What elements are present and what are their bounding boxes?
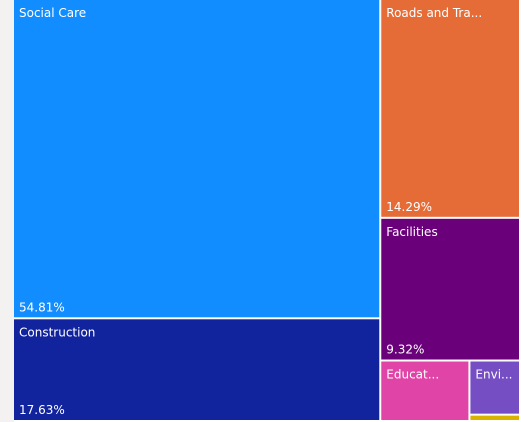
tile-label: Social Care: [19, 6, 86, 20]
tile-label: Facilities: [386, 225, 437, 239]
tile-label: Construction: [19, 325, 95, 339]
tile: [381, 361, 469, 420]
tile: [14, 0, 380, 318]
tile-value-label: 54.81%: [19, 300, 65, 314]
tile: [381, 218, 519, 360]
tile-label: Roads and Tra...: [386, 6, 482, 20]
tile: [470, 415, 519, 420]
tile-value-label: 17.63%: [19, 403, 65, 417]
tile: [470, 361, 519, 414]
tile: [14, 319, 380, 420]
tile-value-label: 14.29%: [386, 200, 432, 214]
tile-label: Educat...: [386, 368, 439, 382]
tile: [381, 0, 519, 217]
tile-label: Envi...: [475, 368, 512, 382]
tile-value-label: 9.32%: [386, 343, 424, 357]
